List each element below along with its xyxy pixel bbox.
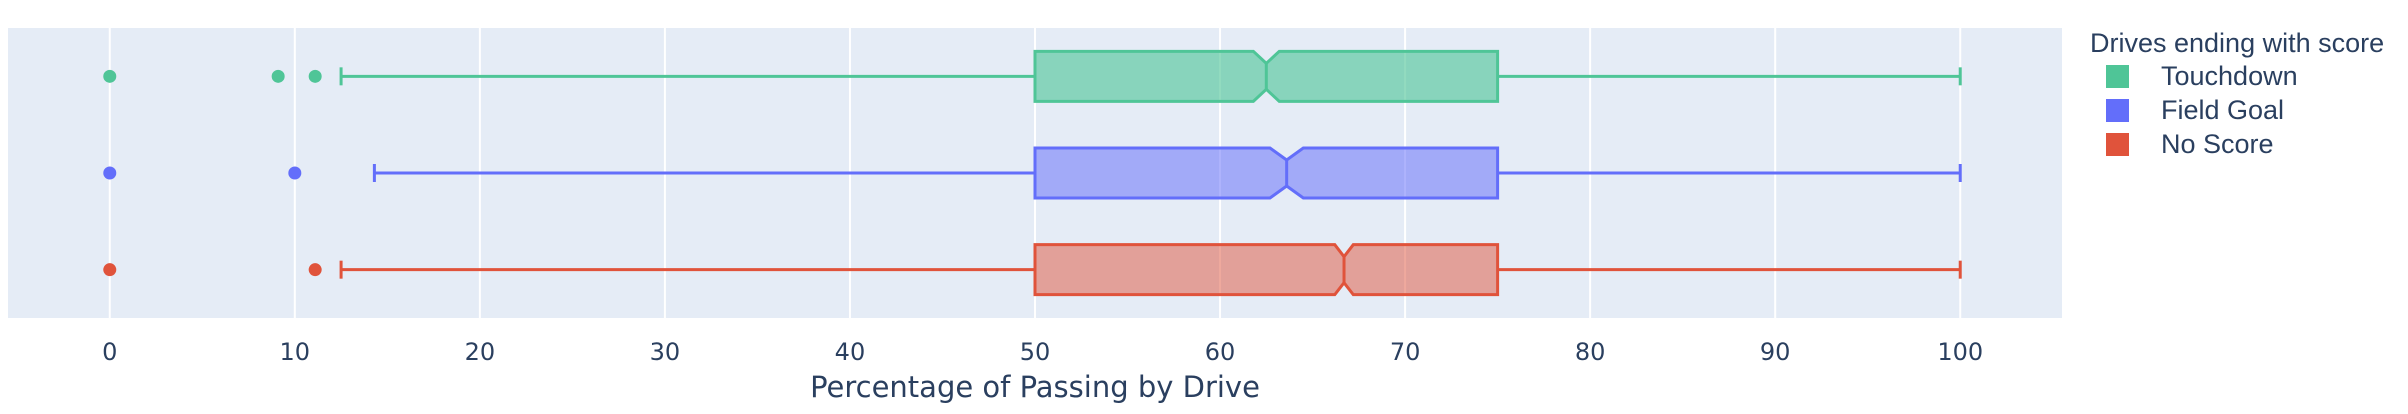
x-tick-label: 90 [1760,338,1791,366]
x-axis-ticks: 0 10 20 30 40 50 60 70 80 90 100 [102,338,1983,366]
x-axis-title: Percentage of Passing by Drive [810,370,1260,404]
x-tick-label: 100 [1937,338,1983,366]
legend-item-field-goal[interactable]: Field Goal [2106,93,2384,127]
x-tick-label: 10 [280,338,311,366]
x-tick-label: 70 [1390,338,1421,366]
x-tick-label: 80 [1575,338,1606,366]
x-tick-label: 50 [1020,338,1051,366]
x-tick-label: 0 [102,338,117,366]
box-touchdown [103,49,1962,103]
x-tick-label: 40 [835,338,866,366]
x-tick-label: 20 [465,338,496,366]
outlier-point[interactable] [103,69,117,83]
legend-label-touchdown: Touchdown [2161,60,2298,91]
legend-label-no-score: No Score [2161,128,2274,159]
outlier-point[interactable] [103,263,117,277]
box-body[interactable] [1033,146,1500,200]
legend: Drives ending with score Touchdown Field… [2090,28,2384,161]
box-body[interactable] [1033,243,1500,297]
outlier-point[interactable] [271,69,285,83]
box-field-goal [103,146,1962,200]
legend-label-field-goal: Field Goal [2161,94,2285,125]
legend-swatch-touchdown [2106,64,2129,88]
box-series [103,49,1962,297]
legend-title: Drives ending with score [2090,28,2385,58]
outlier-point[interactable] [103,166,117,180]
outlier-point[interactable] [288,166,302,180]
legend-swatch-field-goal [2106,98,2129,122]
legend-item-touchdown[interactable]: Touchdown [2106,59,2384,93]
outlier-point[interactable] [308,69,322,83]
box-no-score [103,243,1962,297]
x-tick-label: 30 [650,338,681,366]
legend-item-no-score[interactable]: No Score [2106,127,2384,161]
x-tick-label: 60 [1205,338,1236,366]
outlier-point[interactable] [308,263,322,277]
legend-swatch-no-score [2106,132,2129,156]
